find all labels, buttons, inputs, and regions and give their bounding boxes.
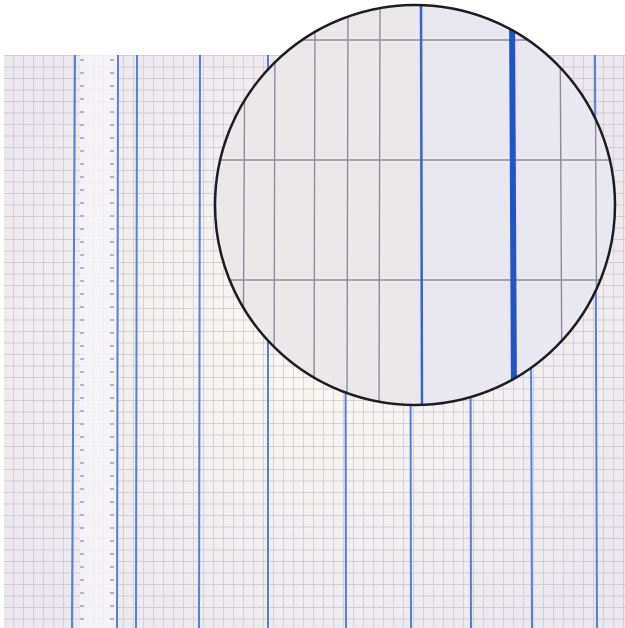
magnified-view — [215, 5, 615, 405]
lens-rim — [213, 3, 617, 407]
